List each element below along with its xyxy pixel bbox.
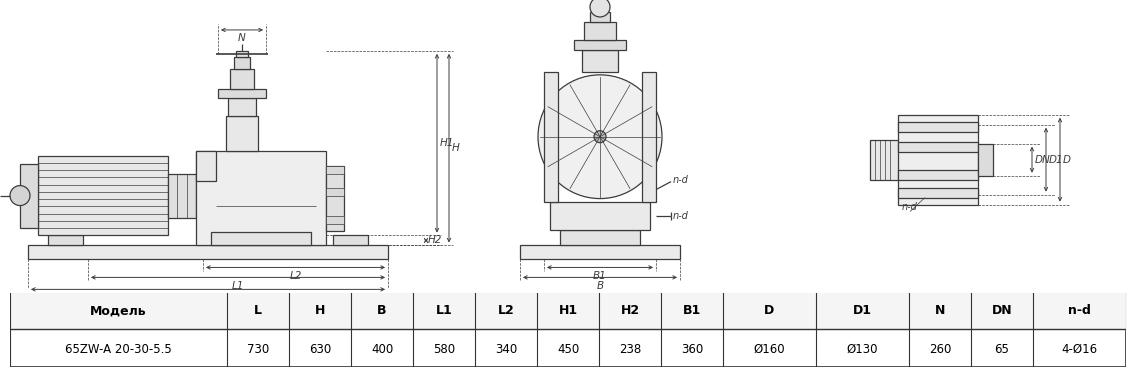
Bar [870,140,900,180]
Text: L1: L1 [232,281,244,291]
Bar [590,12,610,22]
Bar [642,72,655,201]
Bar [326,165,344,230]
Bar [897,142,978,152]
Bar [897,188,978,198]
Bar [897,170,978,180]
Circle shape [10,186,30,206]
Circle shape [590,0,610,17]
Text: 238: 238 [619,343,641,356]
Text: L2: L2 [290,272,302,282]
Bar [37,156,168,236]
Bar [326,188,344,196]
Bar [326,165,344,174]
Text: H: H [452,143,460,153]
Bar [28,246,389,259]
Circle shape [594,131,605,143]
Bar [168,174,197,217]
Text: L2: L2 [498,304,515,318]
Text: D1: D1 [1049,155,1063,165]
Bar [20,164,37,227]
Text: N: N [935,304,945,318]
Text: H1: H1 [559,304,577,318]
Bar [520,246,680,259]
Circle shape [538,75,662,198]
Text: Ø130: Ø130 [846,343,878,356]
Text: n-d: n-d [673,175,688,185]
Text: 65ZW-A 20-30-5.5: 65ZW-A 20-30-5.5 [65,343,172,356]
Text: B: B [377,304,387,318]
Text: B1: B1 [683,304,701,318]
Text: D1: D1 [853,304,872,318]
Bar [226,116,258,151]
Text: N: N [239,33,245,43]
Text: H: H [315,304,325,318]
Text: H1: H1 [440,138,454,148]
Text: 730: 730 [247,343,269,356]
Bar [326,216,344,223]
Bar [582,50,618,72]
Bar [574,40,626,50]
Text: L1: L1 [436,304,452,318]
Text: H2: H2 [428,236,442,246]
Bar [48,236,83,246]
Bar [897,115,978,204]
Text: B: B [596,281,603,291]
Text: 340: 340 [495,343,517,356]
Bar [236,51,248,57]
Text: DN: DN [992,304,1012,318]
Bar [544,72,558,201]
Text: D: D [765,304,775,318]
Text: 400: 400 [371,343,393,356]
Bar [333,236,368,246]
Bar [229,69,254,89]
Text: n-d: n-d [902,201,918,211]
Text: 360: 360 [680,343,703,356]
Text: Модель: Модель [91,304,147,318]
Text: 260: 260 [928,343,951,356]
Bar [560,230,640,246]
Text: B1: B1 [593,272,607,282]
Text: H2: H2 [620,304,640,318]
Bar [550,201,650,230]
Text: 65: 65 [994,343,1009,356]
Bar [978,144,993,175]
Bar [228,98,256,116]
Text: 450: 450 [557,343,579,356]
Text: n-d: n-d [673,210,688,220]
Bar [211,232,311,246]
Bar [197,151,326,246]
Text: 580: 580 [433,343,456,356]
Text: DN: DN [1035,155,1051,165]
Text: L: L [206,293,211,303]
Bar [234,57,250,69]
Text: 4-Ø16: 4-Ø16 [1061,343,1097,356]
Text: n-d: n-d [1068,304,1091,318]
Text: 630: 630 [309,343,332,356]
Bar [584,22,616,40]
Text: Ø160: Ø160 [753,343,785,356]
Bar [897,122,978,132]
Bar [218,89,266,98]
Text: D: D [1063,155,1071,165]
Text: L: L [254,304,262,318]
Bar [197,151,216,181]
